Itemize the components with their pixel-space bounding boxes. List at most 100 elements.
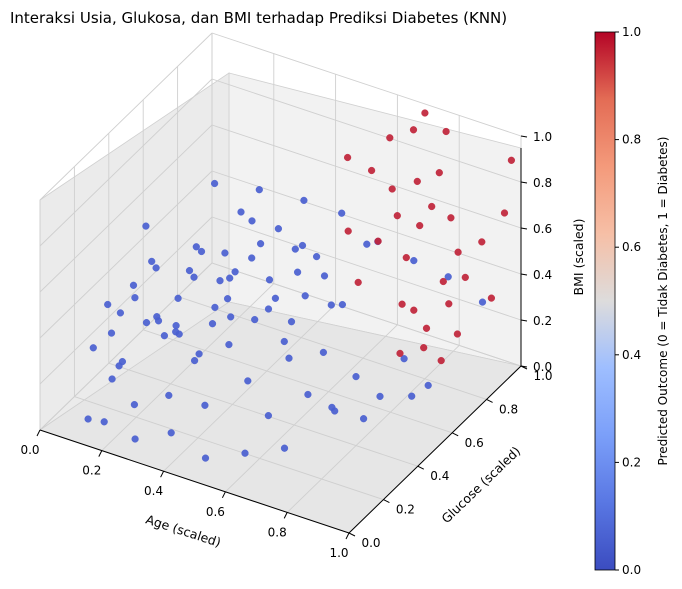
point-no-diabetes (129, 281, 138, 289)
z-tick-label: 1.0 (533, 130, 552, 144)
point-no-diabetes (320, 272, 329, 280)
point-no-diabetes (291, 245, 299, 253)
point-no-diabetes (257, 240, 265, 248)
point-no-diabetes (211, 179, 219, 188)
point-no-diabetes (142, 319, 151, 327)
point-no-diabetes (84, 415, 92, 423)
z-tick-mark (520, 227, 528, 230)
y-tick-mark (383, 499, 390, 504)
point-diabetes (447, 214, 455, 222)
z-axis-label: BMI (scaled) (571, 219, 586, 296)
colorbar-label: Predicted Outcome (0 = Tidak Diabetes, 1… (656, 137, 670, 466)
z-tick-mark (520, 181, 528, 184)
point-no-diabetes (248, 254, 256, 262)
point-no-diabetes (224, 295, 232, 303)
point-no-diabetes (280, 337, 288, 346)
point-no-diabetes (192, 243, 200, 251)
point-diabetes (478, 238, 486, 246)
point-diabetes (439, 277, 447, 286)
point-no-diabetes (255, 186, 263, 194)
x-tick-mark (221, 491, 226, 499)
point-no-diabetes (160, 332, 169, 340)
point-no-diabetes (216, 277, 224, 285)
colorbar: 0.0 0.2 0.4 0.6 0.8 1.0 Predicted Outcome (0 … (594, 25, 670, 577)
y-tick-mark (451, 432, 459, 437)
y-tick-label: 0.2 (396, 503, 415, 517)
point-diabetes (442, 127, 450, 136)
y-tick-label: 0.8 (499, 402, 518, 416)
point-no-diabetes (221, 249, 229, 257)
grid-line-z (211, 78, 522, 183)
point-diabetes (374, 237, 382, 245)
point-diabetes (344, 227, 352, 235)
grid-line-y (108, 362, 418, 467)
scatter-points (84, 109, 516, 462)
point-no-diabetes (424, 381, 432, 390)
point-no-diabetes (142, 222, 150, 230)
z-tick-label: 0.2 (533, 314, 552, 328)
colorbar-tick-label: 0.4 (622, 348, 641, 362)
point-no-diabetes (131, 294, 139, 302)
point-no-diabetes (304, 390, 312, 399)
grid-line-z (39, 170, 213, 339)
z-tick-mark (520, 273, 528, 276)
point-no-diabetes (251, 316, 259, 324)
y-tick-mark (348, 532, 356, 537)
y-tick-mark (417, 465, 425, 470)
point-no-diabetes (197, 247, 206, 256)
x-tick-label: 0.8 (268, 525, 287, 539)
point-diabetes (388, 185, 396, 193)
point-diabetes (435, 169, 443, 177)
point-no-diabetes (285, 354, 293, 362)
point-no-diabetes (148, 257, 156, 266)
point-no-diabetes (410, 257, 418, 265)
z-tick-label: 0.0 (533, 360, 552, 374)
point-no-diabetes (107, 329, 116, 337)
point-no-diabetes (108, 375, 116, 383)
point-no-diabetes (444, 273, 452, 281)
point-no-diabetes (104, 300, 112, 309)
z-tick-mark (520, 365, 528, 368)
point-no-diabetes (89, 344, 97, 352)
point-no-diabetes (264, 412, 273, 420)
grid-line-z (211, 124, 522, 229)
point-no-diabetes (327, 301, 335, 309)
point-no-diabetes (294, 268, 302, 276)
point-no-diabetes (116, 309, 125, 317)
point-no-diabetes (408, 392, 416, 400)
x-tick-label: 0.4 (144, 484, 163, 498)
x-tick-label: 1.0 (329, 546, 348, 560)
point-diabetes (410, 306, 418, 314)
point-no-diabetes (208, 320, 217, 328)
point-diabetes (386, 134, 394, 142)
point-no-diabetes (100, 418, 108, 426)
point-diabetes (507, 156, 516, 164)
point-diabetes (344, 153, 352, 162)
point-diabetes (437, 357, 445, 365)
point-no-diabetes (301, 292, 309, 300)
z-tick-label: 0.6 (533, 222, 552, 236)
grid-line-y (74, 396, 384, 501)
point-no-diabetes (237, 208, 245, 216)
grid-line-z (211, 170, 522, 275)
grid-line-y (211, 262, 522, 367)
y-tick-label: 0.4 (430, 469, 449, 483)
point-no-diabetes (190, 273, 198, 281)
point-no-diabetes (154, 317, 163, 325)
point-no-diabetes (274, 225, 283, 233)
point-no-diabetes (264, 305, 273, 313)
point-no-diabetes (172, 328, 180, 336)
grid-line-z (211, 216, 522, 321)
point-no-diabetes (331, 407, 339, 415)
grid-line-z (39, 78, 213, 247)
point-no-diabetes (400, 355, 408, 363)
point-no-diabetes (338, 209, 346, 217)
x-tick-mark (283, 512, 288, 519)
point-no-diabetes (201, 454, 210, 462)
point-diabetes (416, 222, 424, 230)
grid-line-x (286, 345, 460, 513)
z-tick-mark (520, 319, 528, 322)
point-diabetes (354, 278, 362, 287)
point-no-diabetes (195, 350, 203, 358)
point-no-diabetes (478, 298, 487, 306)
